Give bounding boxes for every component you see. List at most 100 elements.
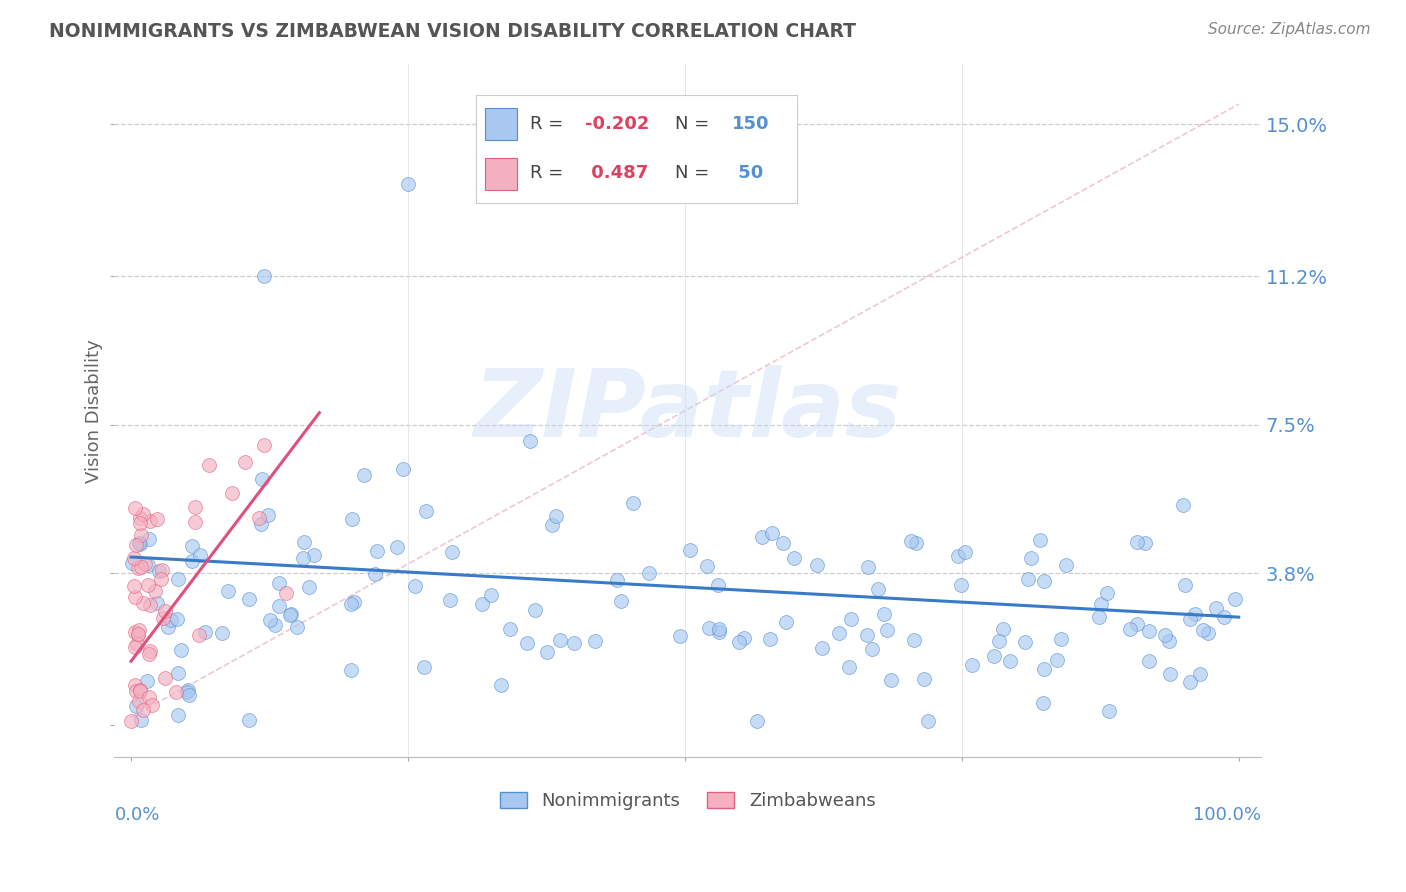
- Point: [177, 688, 200, 702]
- Point: [828, 625, 851, 640]
- Point: [396, 178, 419, 192]
- Point: [340, 597, 363, 611]
- Point: [135, 674, 157, 689]
- Point: [983, 648, 1005, 663]
- Point: [139, 644, 162, 658]
- Point: [129, 516, 152, 530]
- Point: [707, 622, 730, 636]
- Point: [129, 683, 152, 698]
- Point: [988, 633, 1011, 648]
- Point: [550, 632, 572, 647]
- Point: [860, 641, 883, 656]
- Point: [184, 500, 207, 514]
- Point: [415, 504, 437, 518]
- Point: [190, 549, 212, 563]
- Point: [120, 714, 142, 729]
- Point: [479, 588, 502, 602]
- Point: [638, 566, 661, 580]
- Point: [124, 678, 146, 692]
- Point: [184, 515, 207, 529]
- Point: [129, 527, 152, 541]
- Point: [1054, 558, 1077, 572]
- Point: [253, 438, 276, 452]
- Point: [124, 625, 146, 640]
- Point: [150, 572, 173, 586]
- Point: [125, 538, 148, 552]
- Point: [238, 591, 260, 606]
- Point: [991, 622, 1014, 636]
- Point: [489, 678, 512, 692]
- Point: [1046, 653, 1069, 667]
- Point: [340, 663, 363, 677]
- Text: NONIMMIGRANTS VS ZIMBABWEAN VISION DISABILITY CORRELATION CHART: NONIMMIGRANTS VS ZIMBABWEAN VISION DISAB…: [49, 22, 856, 41]
- Point: [876, 624, 898, 638]
- Point: [285, 620, 308, 634]
- Point: [146, 512, 169, 526]
- Point: [404, 579, 426, 593]
- Point: [707, 624, 730, 639]
- Point: [340, 511, 363, 525]
- Point: [176, 684, 198, 698]
- Point: [761, 526, 783, 541]
- Point: [152, 610, 174, 624]
- Point: [1000, 654, 1022, 668]
- Point: [128, 623, 150, 637]
- Point: [124, 579, 146, 593]
- Point: [128, 694, 150, 708]
- Point: [1174, 578, 1197, 592]
- Point: [1019, 550, 1042, 565]
- Point: [610, 594, 633, 608]
- Point: [292, 551, 315, 566]
- Point: [838, 660, 860, 674]
- Point: [128, 511, 150, 525]
- Point: [948, 549, 970, 563]
- Point: [124, 640, 146, 655]
- Text: 0.0%: 0.0%: [114, 806, 160, 824]
- Point: [302, 548, 325, 562]
- Point: [127, 628, 149, 642]
- Point: [181, 554, 204, 568]
- Point: [1159, 667, 1181, 681]
- Point: [280, 608, 302, 623]
- Point: [912, 672, 935, 686]
- Point: [546, 508, 568, 523]
- Point: [211, 626, 233, 640]
- Point: [167, 707, 190, 722]
- Point: [165, 685, 187, 699]
- Point: [256, 508, 278, 523]
- Point: [866, 582, 889, 597]
- Point: [197, 458, 219, 472]
- Text: ZIPatlas: ZIPatlas: [474, 365, 901, 457]
- Point: [783, 551, 806, 566]
- Point: [1098, 704, 1121, 718]
- Point: [152, 563, 174, 577]
- Point: [364, 566, 387, 581]
- Point: [141, 698, 163, 713]
- Point: [134, 558, 156, 572]
- Point: [1095, 586, 1118, 600]
- Point: [856, 627, 879, 641]
- Point: [221, 485, 243, 500]
- Point: [1173, 498, 1195, 512]
- Point: [873, 607, 896, 621]
- Point: [727, 635, 749, 649]
- Point: [962, 657, 984, 672]
- Point: [267, 599, 290, 613]
- Point: [129, 537, 152, 551]
- Point: [1033, 574, 1056, 589]
- Point: [733, 631, 755, 645]
- Point: [747, 714, 769, 729]
- Point: [706, 578, 728, 592]
- Point: [1088, 609, 1111, 624]
- Point: [1205, 600, 1227, 615]
- Point: [385, 540, 408, 554]
- Point: [1154, 628, 1177, 642]
- Point: [1178, 675, 1201, 690]
- Point: [292, 534, 315, 549]
- Point: [412, 660, 434, 674]
- Point: [124, 500, 146, 515]
- Point: [233, 454, 256, 468]
- Point: [121, 556, 143, 570]
- Point: [519, 434, 541, 448]
- Point: [917, 714, 939, 729]
